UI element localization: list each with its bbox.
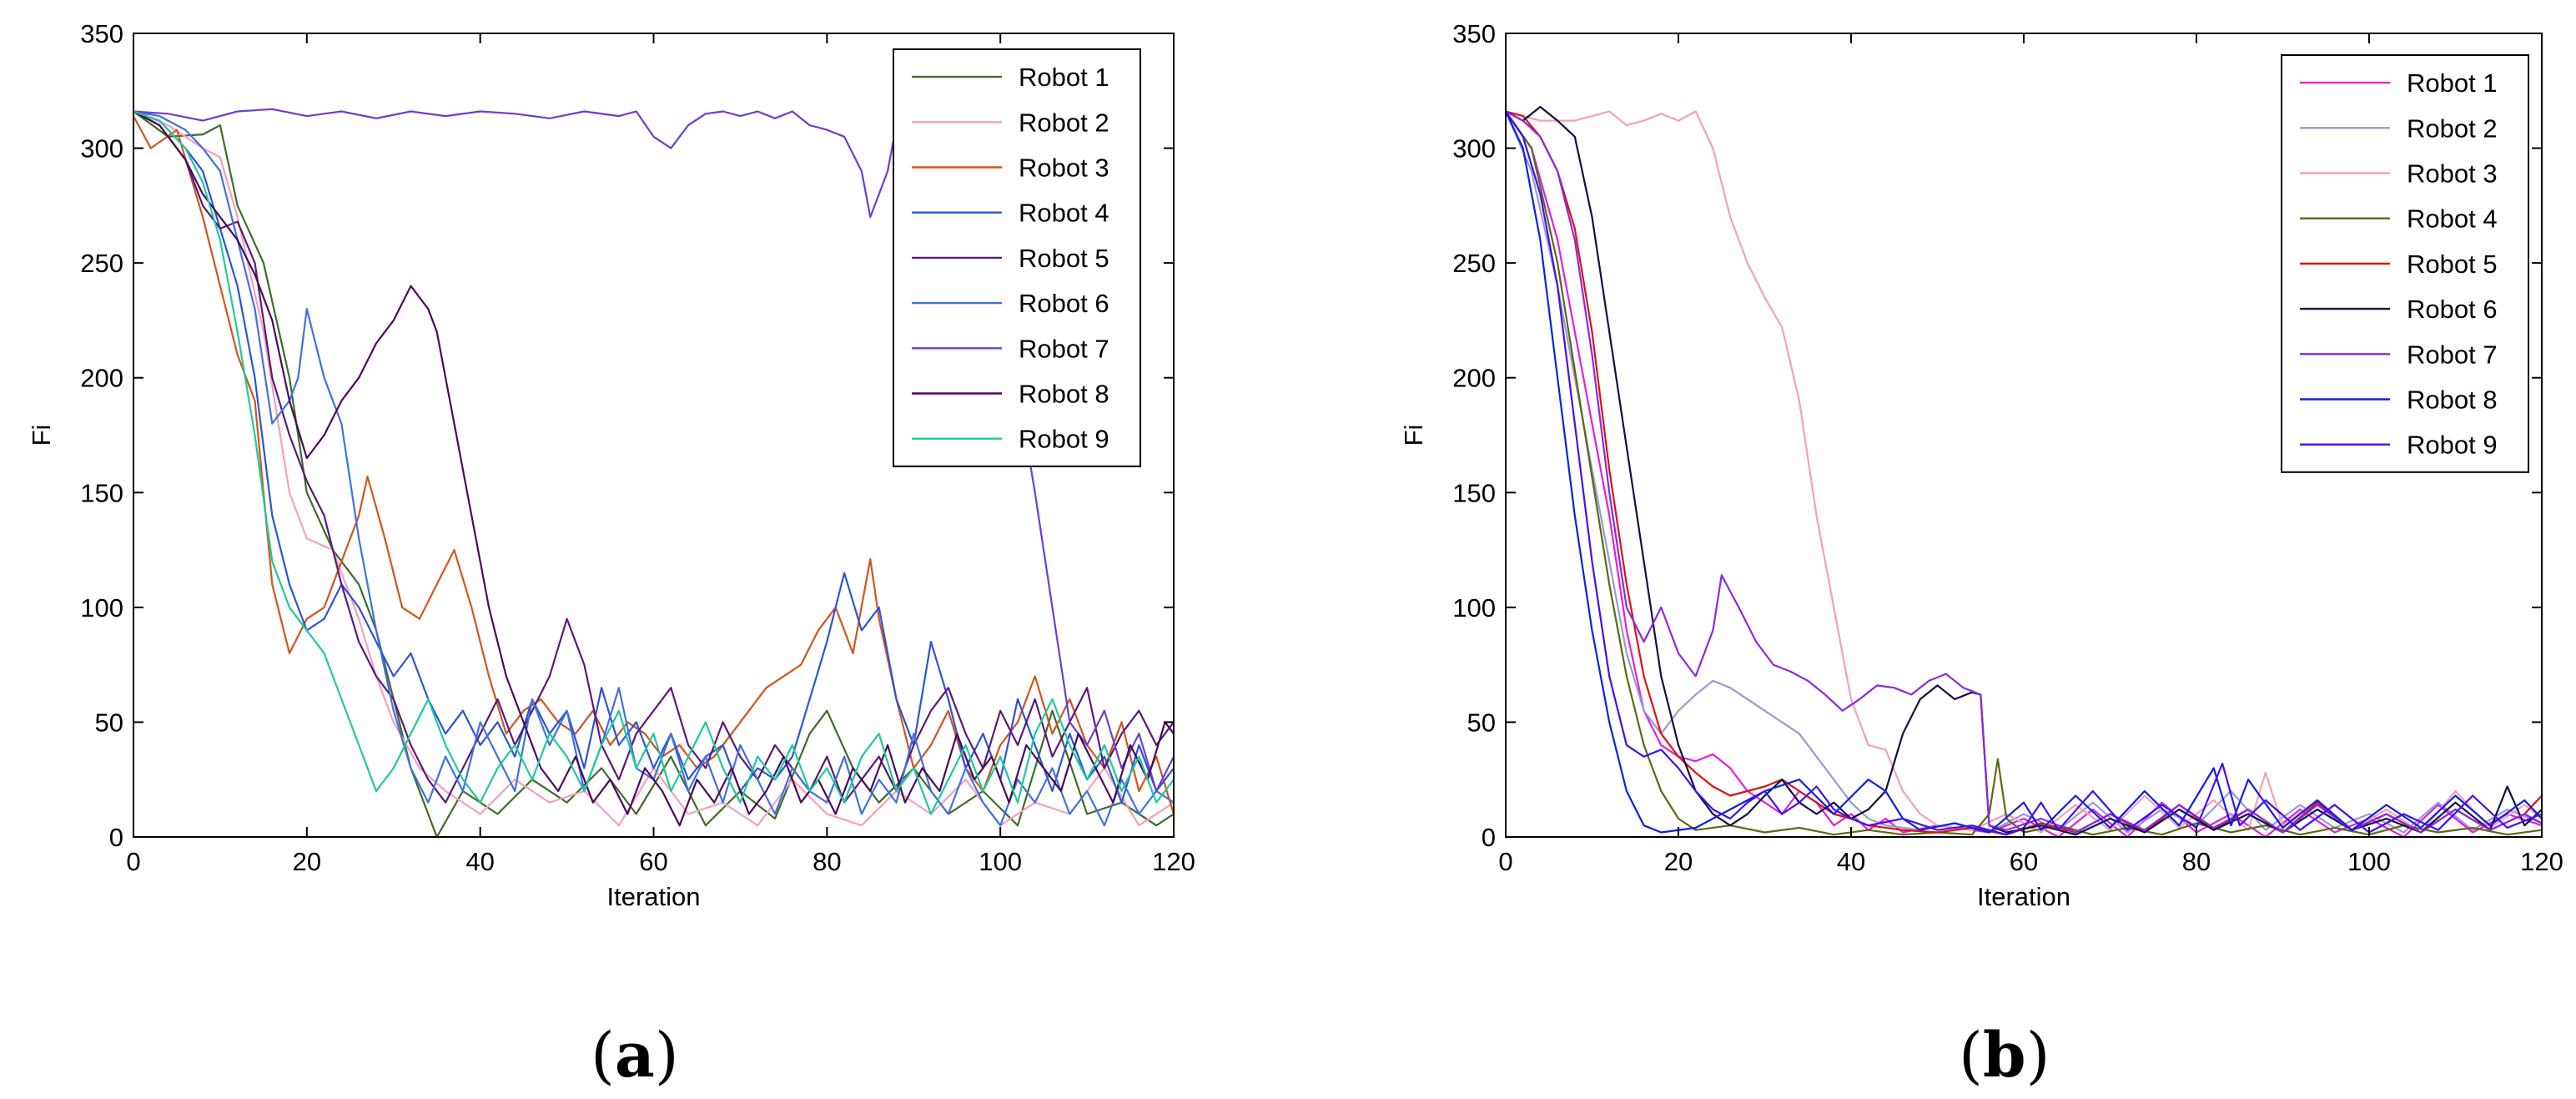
y-tick-label: 250 — [80, 249, 123, 278]
legend-entry-robot-7: Robot 7 — [1019, 334, 1109, 363]
y-tick-label: 0 — [1482, 823, 1496, 852]
series-lines — [1506, 105, 2542, 837]
x-tick-label: 40 — [1837, 847, 1865, 876]
legend-entry-robot-1: Robot 1 — [1019, 63, 1109, 92]
y-tick-label: 50 — [95, 708, 123, 737]
x-tick-label: 0 — [126, 847, 140, 876]
panel-label-b: (b) — [1959, 1020, 2050, 1091]
x-tick-label: 40 — [465, 847, 494, 876]
series-line-robot-8 — [133, 110, 1174, 827]
y-tick-label: 150 — [80, 478, 123, 507]
y-tick-label: 350 — [1452, 19, 1496, 48]
legend-entry-robot-3: Robot 3 — [1019, 154, 1109, 183]
y-tick-label: 200 — [80, 364, 123, 393]
x-tick-label: 20 — [1664, 847, 1693, 876]
y-tick-label: 350 — [80, 19, 123, 48]
y-tick-label: 50 — [1467, 708, 1496, 737]
y-axis-label: Fi — [1399, 425, 1428, 446]
legend-entry-robot-6: Robot 6 — [1019, 289, 1109, 318]
series-line-robot-7 — [133, 108, 1174, 793]
legend-entry-robot-4: Robot 4 — [2407, 204, 2498, 234]
legend-entry-robot-6: Robot 6 — [2407, 295, 2498, 324]
x-tick-label: 20 — [293, 847, 321, 876]
y-tick-label: 200 — [1452, 364, 1496, 393]
y-tick-label: 250 — [1452, 249, 1496, 278]
chart-panel-b: 0 20 40 60 80 100 120 0 50 100 150 200 250 300 350 Iter… — [1399, 19, 2563, 911]
series-line-robot-8 — [1506, 111, 2542, 834]
legend-entry-robot-9: Robot 9 — [2407, 431, 2498, 460]
legend-entry-robot-9: Robot 9 — [1019, 425, 1109, 454]
y-axis-label: Fi — [27, 425, 56, 446]
series-line-robot-7 — [1506, 110, 2542, 834]
legend-entry-robot-1: Robot 1 — [2407, 68, 2498, 98]
x-tick-label: 60 — [639, 847, 667, 876]
x-tick-label: 120 — [2520, 847, 2563, 876]
legend: Robot 1 Robot 2 Robot 3 Robot 4 Robot 5 Robot… — [893, 48, 1141, 467]
legend-entry-robot-4: Robot 4 — [1019, 199, 1109, 228]
y-tick-label: 150 — [1452, 478, 1496, 507]
chart-panel-a: 0 20 40 60 80 100 120 0 50 100 150 200 250 300 350 Iter… — [27, 19, 1195, 911]
y-tick-label: 0 — [109, 823, 123, 852]
x-tick-label: 100 — [2347, 847, 2391, 876]
x-tick-label: 60 — [2010, 847, 2038, 876]
legend-entry-robot-5: Robot 5 — [2407, 250, 2498, 279]
y-tick-label: 300 — [1452, 134, 1496, 164]
x-tick-label: 100 — [979, 847, 1022, 876]
x-axis-label: Iteration — [606, 882, 700, 911]
y-tick-label: 100 — [1452, 593, 1496, 623]
legend-entry-robot-5: Robot 5 — [1019, 244, 1109, 273]
x-axis-label: Iteration — [1977, 882, 2070, 911]
series-line-robot-5 — [133, 110, 1174, 804]
legend-entry-robot-2: Robot 2 — [2407, 113, 2498, 143]
y-tick-label: 300 — [80, 134, 123, 164]
legend-entry-robot-2: Robot 2 — [1019, 108, 1109, 137]
series-lines — [133, 108, 1174, 837]
y-tick-label: 100 — [80, 593, 123, 623]
legend-entry-robot-3: Robot 3 — [2407, 159, 2498, 189]
x-tick-label: 120 — [1152, 847, 1195, 876]
legend: Robot 1 Robot 2 Robot 3 Robot 4 Robot 5 Robot… — [2281, 54, 2529, 473]
panel-label-a: (a) — [591, 1020, 679, 1091]
series-line-robot-9 — [133, 110, 1174, 815]
legend-entry-robot-7: Robot 7 — [2407, 340, 2498, 369]
x-tick-label: 80 — [813, 847, 841, 876]
legend-entry-robot-8: Robot 8 — [1019, 380, 1109, 409]
legend-entry-robot-8: Robot 8 — [2407, 386, 2498, 415]
x-tick-label: 80 — [2182, 847, 2211, 876]
x-tick-label: 0 — [1498, 847, 1512, 876]
series-line-robot-9 — [1506, 110, 2542, 836]
